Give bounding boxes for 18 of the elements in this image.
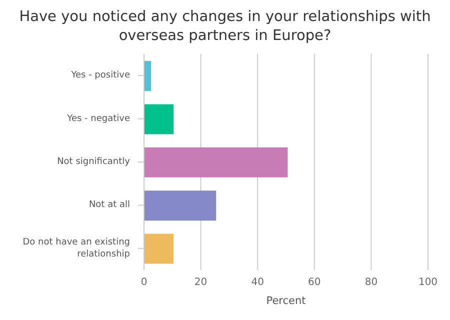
x-tick-label: 0	[140, 277, 148, 288]
y-tick-label: Not significantly	[57, 157, 131, 167]
bar	[144, 104, 174, 134]
x-tick-label: 80	[364, 277, 378, 288]
x-tick-label: 60	[308, 277, 321, 288]
y-tick-label: Not at all	[88, 200, 130, 210]
x-axis-title: Percent	[266, 295, 306, 307]
bar	[144, 190, 216, 221]
x-tick-label: 40	[251, 277, 264, 288]
chart-title: Have you noticed any changes in your relationships with overseas partners in Europe?	[18, 8, 432, 46]
y-tick-label: Do not have an existing relationship	[22, 237, 130, 260]
bar	[144, 61, 152, 91]
bar	[144, 147, 288, 178]
bar	[144, 234, 174, 264]
y-tick-label: Yes - positive	[70, 70, 130, 81]
x-tick-label: 20	[194, 277, 208, 288]
y-tick-label: Yes - negative	[66, 114, 130, 124]
x-tick-label: 100	[418, 277, 438, 288]
